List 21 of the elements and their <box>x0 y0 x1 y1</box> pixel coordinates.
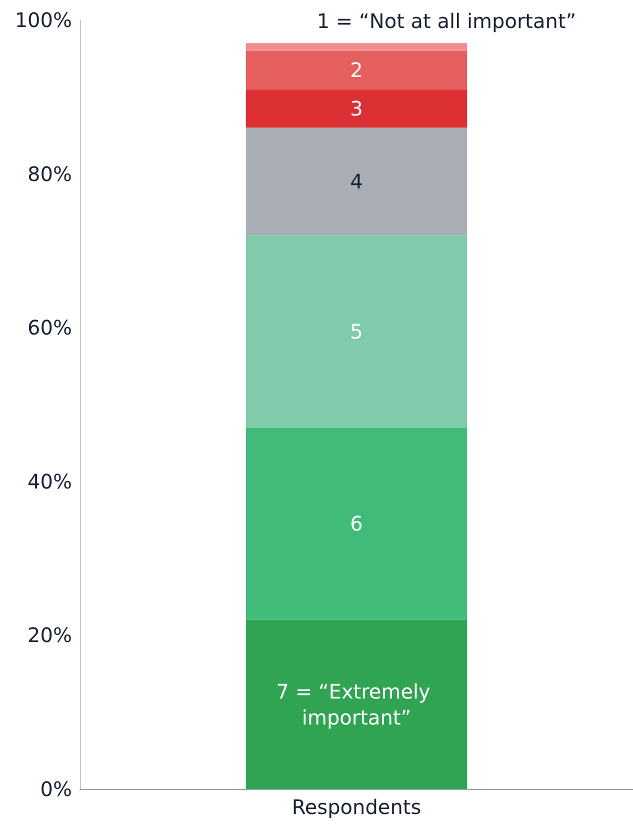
series-label: 6 <box>350 512 363 536</box>
y-tick-label: 20% <box>28 623 72 648</box>
y-tick-label: 60% <box>28 316 72 340</box>
bar <box>246 235 468 428</box>
bar <box>246 89 468 128</box>
series-label: 1 = “Not at all important” <box>316 9 576 34</box>
bar <box>246 43 468 51</box>
y-tick-label: 40% <box>28 469 72 494</box>
bar <box>246 428 468 620</box>
series-label: 2 <box>350 58 363 82</box>
series-label: 3 <box>350 96 363 120</box>
x-tick-label: Respondents <box>292 795 422 819</box>
series-label: 4 <box>350 169 363 194</box>
y-tick-label: 80% <box>28 162 72 186</box>
y-tick-label: 100% <box>14 8 72 32</box>
bar <box>246 50 468 90</box>
bar <box>246 620 468 789</box>
y-tick-label: 0% <box>40 777 72 801</box>
bar <box>246 128 468 236</box>
series-label: 7 = “Extremely important” <box>276 679 437 730</box>
series-label: 5 <box>350 319 363 344</box>
